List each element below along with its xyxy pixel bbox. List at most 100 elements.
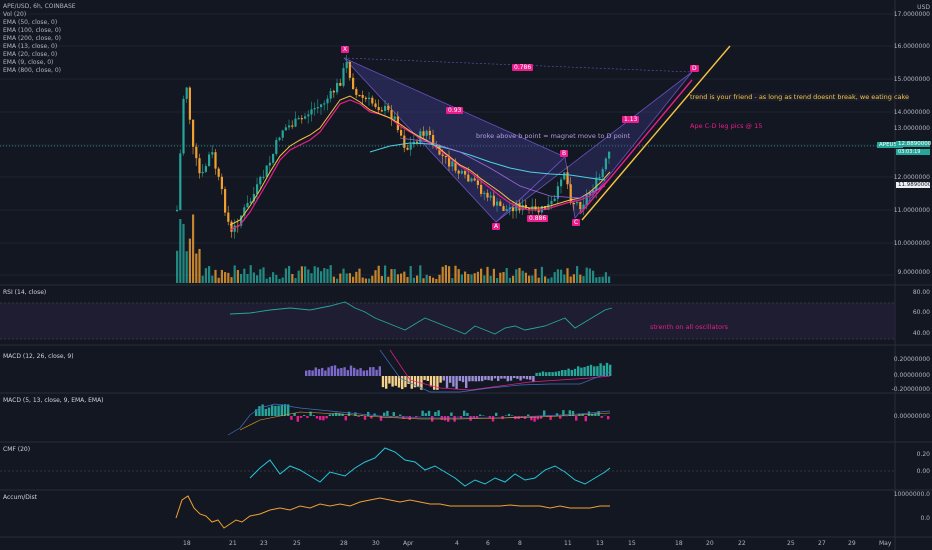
oscillator-note[interactable]: strenth on all oscillators	[650, 323, 729, 331]
price-tick: 9.0000000	[897, 269, 930, 276]
candle-body	[374, 103, 377, 108]
volume-bar	[262, 267, 265, 283]
cmf-title[interactable]: CMF (20)	[3, 446, 31, 453]
legend-ema-9[interactable]: EMA (9, close, 0)	[3, 59, 54, 66]
accum-title[interactable]: Accum/Dist	[3, 494, 38, 501]
macd1-bar	[580, 367, 583, 376]
candle-body	[240, 215, 243, 226]
volume-bar	[579, 274, 582, 283]
macd1-bar	[365, 370, 369, 376]
volume-bar	[540, 266, 543, 283]
harmonic-pattern[interactable]	[343, 57, 693, 223]
volume-bar	[502, 272, 505, 283]
broke-note[interactable]: broke above b point = magnet move to D p…	[476, 132, 631, 140]
time-tick: 30	[372, 540, 380, 547]
macd1-bar	[417, 376, 420, 388]
pattern-point-c[interactable]: C	[572, 219, 581, 226]
macd2-title[interactable]: MACD (5, 13, close, 9, EMA, EMA)	[3, 397, 104, 404]
volume-bar	[355, 271, 358, 283]
candle-body	[380, 110, 383, 112]
accum-tick: 0.0	[920, 515, 930, 522]
candle-body	[550, 200, 553, 205]
candle-body	[310, 109, 313, 115]
macd2-bar	[267, 407, 271, 416]
candle-body	[227, 212, 230, 222]
legend-ema-13[interactable]: EMA (13, close, 0)	[3, 43, 58, 50]
time-tick: 11	[564, 540, 572, 547]
macd2-bar	[363, 416, 367, 420]
candle-body	[188, 87, 191, 120]
macd1-bar	[349, 365, 353, 376]
candle-body	[355, 89, 358, 95]
volume-bar	[371, 275, 374, 283]
candle-body	[182, 98, 185, 154]
volume-bar	[278, 278, 281, 283]
trendline-magenta[interactable]	[579, 79, 693, 215]
trendline-yellow[interactable]	[581, 45, 731, 221]
candle-body	[204, 166, 207, 172]
candle-body	[198, 158, 201, 174]
volume-bar	[195, 253, 198, 283]
macd2-bar	[386, 410, 389, 416]
legend-ema-20[interactable]: EMA (20, close, 0)	[3, 51, 58, 58]
legend-volume[interactable]: Vol (20)	[3, 11, 27, 18]
candle-body	[489, 195, 492, 198]
macd2-bar	[277, 405, 280, 416]
time-tick: 25	[787, 540, 795, 547]
macd1-bar	[506, 376, 509, 382]
volume-bar	[368, 278, 371, 283]
price-tick: 14.0000000	[893, 109, 930, 116]
volume-bar	[320, 271, 323, 283]
candle-body	[192, 119, 195, 147]
rsi-title[interactable]: RSI (14, close)	[3, 289, 47, 296]
legend-ema-200[interactable]: EMA (200, close, 0)	[3, 35, 62, 42]
volume-bar	[480, 268, 483, 283]
volume-bar	[467, 274, 470, 283]
pattern-point-d[interactable]: D	[690, 65, 699, 72]
candle-body	[444, 155, 447, 158]
macd2-bar	[299, 416, 303, 418]
legend-ema-800[interactable]: EMA (800, close, 0)	[3, 67, 62, 74]
macd2-histogram	[255, 404, 610, 422]
volume-bar	[448, 266, 451, 283]
candle-body	[329, 90, 332, 99]
candle-body	[451, 161, 454, 167]
volume-bar	[566, 268, 569, 283]
macd2-bar	[559, 416, 562, 419]
macd1-title[interactable]: MACD (12, 26, close, 9)	[3, 353, 74, 360]
macd1-bar	[468, 376, 471, 382]
candle-body	[284, 127, 287, 131]
macd2-tick: 0.00000000	[893, 413, 930, 420]
trend-note[interactable]: trend is your friend - as long as trend …	[690, 93, 910, 101]
ape-cd-note[interactable]: Ape C-D leg pics @ 15	[690, 122, 763, 130]
candle-body	[425, 130, 428, 136]
pattern-point-b[interactable]: B	[560, 150, 569, 157]
candle-body	[208, 154, 211, 167]
volume-bar	[524, 272, 527, 283]
symbol-title[interactable]: APE/USD, 6h, COINBASE	[3, 3, 76, 10]
volume-bar	[332, 276, 335, 283]
volume-bar	[323, 268, 326, 283]
macd1-bar	[471, 376, 474, 382]
candle-body	[460, 170, 463, 174]
legend-ema-50[interactable]: EMA (50, close, 0)	[3, 19, 58, 26]
volume-bar	[252, 272, 255, 283]
pattern-point-x[interactable]: X	[341, 46, 350, 53]
time-tick: 21	[229, 540, 237, 547]
volume-bar	[358, 268, 361, 283]
volume-bar	[508, 277, 511, 283]
volume-bar	[428, 275, 431, 283]
pattern-point-a[interactable]: A	[492, 223, 501, 230]
macd2-bar	[357, 416, 360, 417]
time-tick: 23	[260, 540, 268, 547]
volume-bar	[425, 274, 428, 283]
rsi-line	[229, 301, 613, 335]
volume-bar	[220, 269, 223, 283]
volume-bar	[518, 267, 521, 283]
candle-body	[336, 83, 339, 93]
macd2-bar	[395, 416, 399, 417]
legend-ema-100[interactable]: EMA (100, close, 0)	[3, 27, 62, 34]
candle-body	[294, 118, 297, 127]
volume-bar	[489, 275, 492, 283]
